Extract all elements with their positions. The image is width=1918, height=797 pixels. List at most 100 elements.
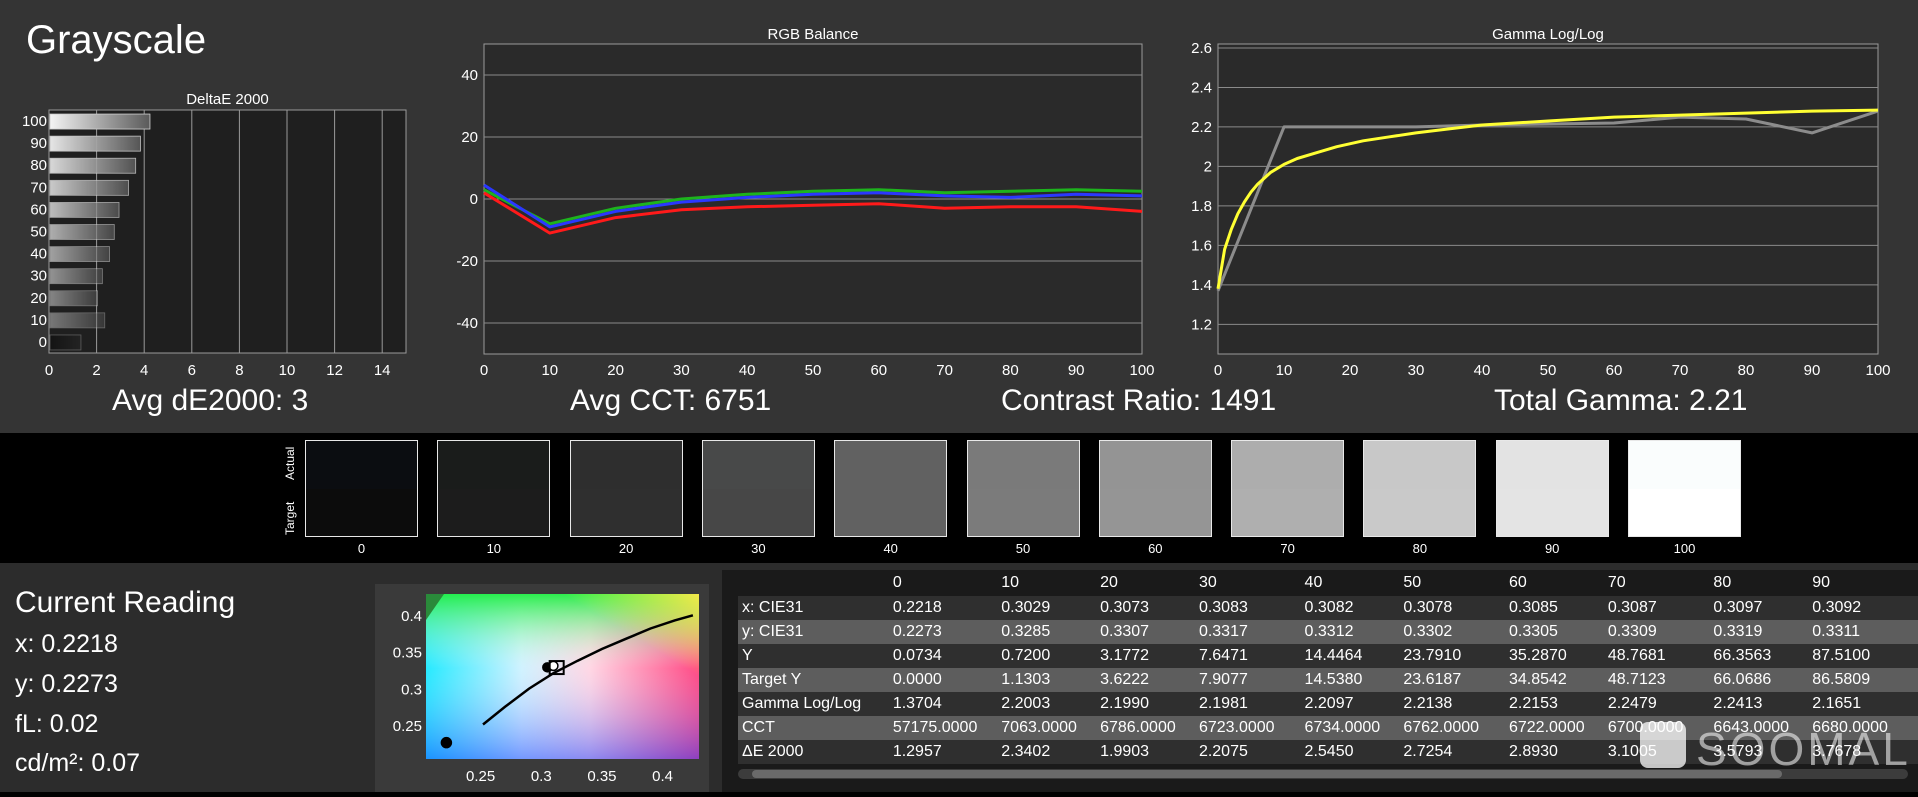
deltae-xtick: 2 [92, 362, 100, 379]
gamma-xtick: 40 [1474, 362, 1491, 379]
table-cell: 6786.0000 [1096, 716, 1195, 740]
cie-ytick: 0.25 [393, 718, 422, 735]
deltae-xtick: 10 [279, 362, 296, 379]
table-header-cell: 60 [1504, 570, 1604, 596]
readings-table: 0 10 20 30 40 50 60 70 80 90 x: CIE31 0.2218 0.3029 0… [738, 570, 1918, 764]
reading-y: y: 0.2273 [15, 670, 118, 698]
deltae-title: DeltaE 2000 [186, 91, 269, 108]
gamma-ytick: 2.2 [1191, 119, 1212, 136]
swatch-actual [1364, 441, 1476, 489]
table-cell: 7.6471 [1194, 644, 1301, 668]
rgb-balance-ytick: -20 [456, 253, 478, 270]
table-header-cell: 80 [1709, 570, 1809, 596]
table-cell: 2.2003 [997, 692, 1097, 716]
swatch-label: 20 [618, 541, 634, 556]
current-reading-title: Current Reading [15, 586, 236, 619]
scrollbar-thumb[interactable] [752, 770, 1782, 778]
gamma-xtick: 30 [1408, 362, 1425, 379]
swatch-box [1363, 440, 1477, 537]
swatch-actual [702, 441, 814, 489]
rgb-balance-ytick: 0 [470, 191, 478, 208]
table-header-cell: 20 [1096, 570, 1195, 596]
gamma-xtick: 10 [1276, 362, 1293, 379]
table-cell: 0.3087 [1603, 596, 1710, 620]
table-cell: 0.3083 [1194, 596, 1301, 620]
table-cell: 2.2097 [1300, 692, 1400, 716]
cie-ytick: 0.4 [401, 608, 422, 625]
deltae-xtick: 0 [45, 362, 53, 379]
deltae-bar [49, 312, 106, 329]
gamma-ytick: 2 [1204, 158, 1212, 175]
table-cell: 2.2479 [1603, 692, 1710, 716]
table-row: Target Y 0.0000 1.1303 3.6222 7.9077 14.5380 2… [738, 668, 1918, 692]
rgb-balance-ytick: 40 [461, 67, 478, 84]
table-header-row: 0 10 20 30 40 50 60 70 80 90 [738, 570, 1918, 596]
avg-de-stat: Avg dE2000: 3 [112, 384, 309, 417]
rgb-balance-xtick: 10 [541, 362, 558, 379]
swatch-label: 60 [1148, 541, 1163, 556]
deltae-bar [49, 224, 115, 240]
table-cell: 0.2218 [888, 596, 998, 620]
table-scrollbar[interactable] [738, 769, 1908, 779]
swatch-actual [306, 441, 417, 489]
gamma-ytick: 1.8 [1191, 198, 1212, 215]
table-header-cell [738, 570, 889, 596]
swatch-label: 100 [1673, 541, 1696, 556]
deltae-category-label: 90 [30, 135, 47, 152]
table-cell: 0.3029 [997, 596, 1097, 620]
gamma-ytick: 1.6 [1191, 237, 1212, 254]
logo-icon [1640, 722, 1686, 768]
gamma-plot-area [1217, 43, 1879, 355]
cie-xtick: 0.25 [466, 768, 495, 785]
table-cell: 0.3305 [1504, 620, 1604, 644]
cie-xtick: 0.3 [531, 768, 552, 785]
table-header-cell: 90 [1808, 570, 1918, 596]
actual-row-label: Actual [283, 446, 297, 480]
deltae-bar [49, 179, 129, 196]
table-cell: 7.9077 [1194, 668, 1301, 692]
table-cell: 3.5793 [1709, 740, 1809, 764]
table-cell: 66.3563 [1709, 644, 1809, 668]
target-row-label: Target [283, 501, 297, 535]
page-title: Grayscale [26, 18, 207, 62]
swatch-box [701, 440, 815, 537]
deltae-category-label: 60 [30, 201, 47, 218]
table-cell: 87.5100 [1808, 644, 1918, 668]
gamma-xtick: 0 [1214, 362, 1222, 379]
gamma-ytick: 2.6 [1191, 40, 1212, 57]
gamma-series-line [1216, 108, 1879, 290]
deltae-bar [49, 334, 82, 351]
swatch-target [1232, 488, 1344, 536]
swatch-target [702, 488, 814, 536]
table-cell: 6722.0000 [1504, 716, 1604, 740]
logo-text: SOOMAL [1696, 723, 1911, 775]
swatch-actual [967, 441, 1079, 489]
table-cell: 2.1990 [1096, 692, 1195, 716]
table-cell: 86.5809 [1808, 668, 1918, 692]
rgb-balance-ytick: 20 [461, 129, 478, 146]
table-cell: 23.7910 [1399, 644, 1505, 668]
table-cell: 14.5380 [1300, 668, 1400, 692]
table-cell: 35.2870 [1504, 644, 1604, 668]
table-cell: 0.3319 [1709, 620, 1809, 644]
cie-point [440, 736, 453, 749]
reading-fl: fL: 0.02 [15, 710, 99, 738]
deltae-xtick: 6 [188, 362, 196, 379]
table-cell: 0.3097 [1709, 596, 1809, 620]
reading-x: x: 0.2218 [15, 630, 118, 658]
swatch-box [305, 440, 418, 537]
table-cell: 2.2413 [1709, 692, 1809, 716]
table-cell: 34.8542 [1504, 668, 1604, 692]
gamma-xtick: 80 [1738, 362, 1755, 379]
deltae-bar [49, 113, 151, 130]
table-cell: 0.3082 [1300, 596, 1400, 620]
table-row-label: y: CIE31 [738, 620, 889, 644]
deltae-category-label: 50 [30, 224, 47, 241]
rgb-balance-xtick: 80 [1002, 362, 1019, 379]
table-row: Y 0.0734 0.7200 3.1772 7.6471 14.4464 23.7910 3… [738, 644, 1918, 668]
swatch-actual [1629, 441, 1740, 489]
table-row-label: Y [738, 644, 889, 668]
cie-ytick: 0.35 [393, 645, 422, 662]
rgb-balance-xtick: 50 [805, 362, 822, 379]
table-row-label: CCT [738, 716, 889, 740]
